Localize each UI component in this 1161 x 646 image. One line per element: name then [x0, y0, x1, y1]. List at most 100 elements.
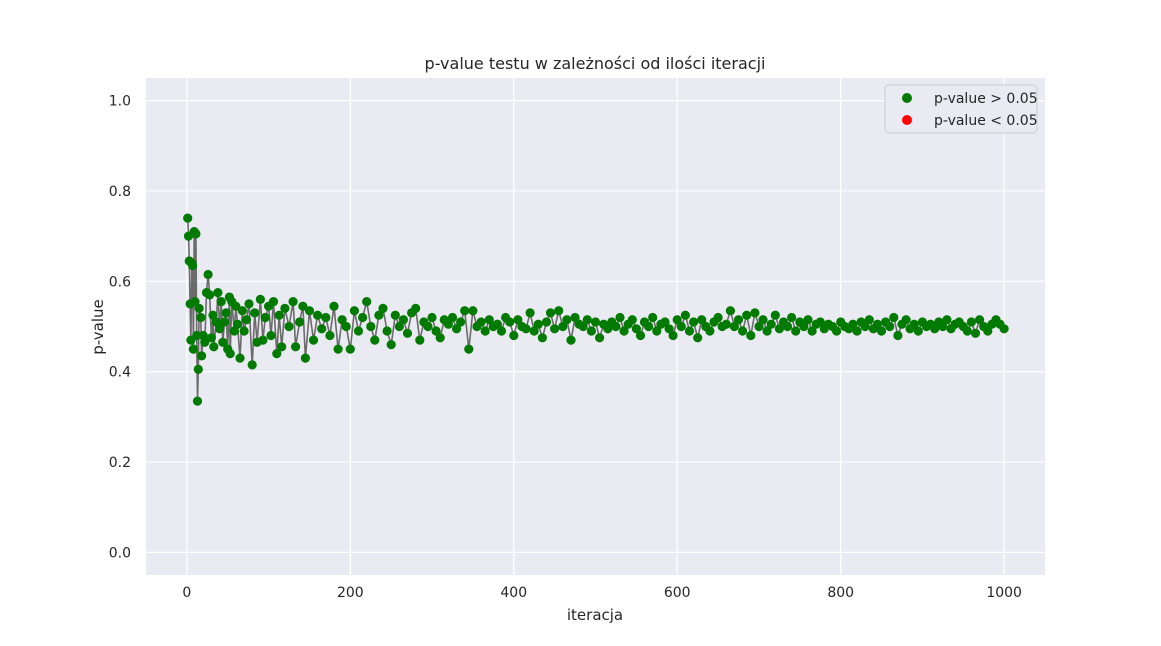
data-point [807, 326, 817, 336]
data-point [603, 324, 613, 334]
data-point [668, 330, 678, 341]
data-point [221, 308, 231, 318]
data-point [298, 301, 308, 311]
data-point [196, 312, 206, 323]
y-tick-label: 0.8 [109, 184, 131, 200]
data-point [268, 297, 279, 307]
data-point [464, 344, 474, 354]
legend-marker-above [902, 93, 912, 103]
data-point [505, 317, 515, 327]
data-point [192, 330, 202, 341]
data-point [966, 317, 977, 327]
data-point [525, 308, 535, 318]
data-point [942, 315, 952, 325]
data-point [754, 321, 764, 332]
data-point [770, 310, 780, 320]
data-point [237, 306, 247, 316]
data-point [205, 290, 215, 300]
data-point [431, 326, 441, 336]
data-point [635, 330, 646, 341]
data-point [697, 315, 707, 325]
data-point [325, 330, 335, 341]
data-point [509, 330, 519, 341]
data-point [411, 303, 421, 313]
data-point [378, 303, 388, 313]
data-point [619, 326, 629, 336]
data-point [274, 310, 284, 320]
data-point [521, 324, 531, 334]
data-point [913, 326, 923, 336]
data-point [247, 360, 257, 370]
data-point [541, 317, 552, 327]
data-point [550, 324, 560, 334]
data-point [848, 319, 858, 329]
data-point [358, 312, 368, 323]
data-point [496, 326, 507, 336]
data-point [300, 353, 310, 363]
data-point [492, 319, 502, 329]
data-point [799, 321, 809, 332]
data-point [329, 301, 339, 311]
data-point [255, 294, 265, 304]
data-point [231, 301, 241, 311]
data-point [435, 333, 445, 343]
data-point [672, 315, 682, 325]
data-point [266, 330, 276, 341]
data-point [815, 317, 825, 327]
y-tick-label: 1.0 [109, 94, 131, 110]
data-point [689, 317, 699, 327]
data-point [566, 335, 576, 345]
data-point [733, 315, 744, 325]
data-point [398, 315, 408, 325]
data-point [578, 321, 588, 332]
data-point [705, 326, 715, 336]
legend-box [884, 84, 1038, 134]
data-point [590, 317, 601, 327]
data-point [582, 315, 592, 325]
data-point [244, 299, 254, 309]
y-ticks: 0.0 0.2 0.4 0.6 0.8 1.0 [109, 94, 131, 562]
data-point [595, 333, 605, 343]
data-point [349, 306, 359, 316]
data-point [693, 333, 703, 343]
data-point [529, 326, 539, 336]
data-point [725, 306, 736, 316]
data-point [362, 297, 372, 307]
data-point [930, 324, 940, 334]
data-point [321, 312, 331, 323]
data-point [190, 297, 200, 307]
data-point [562, 315, 572, 325]
data-point [337, 315, 347, 325]
data-point [893, 330, 903, 341]
data-point [611, 321, 621, 332]
data-point [295, 317, 305, 327]
data-point [203, 269, 213, 280]
data-point [533, 319, 543, 329]
data-point [644, 321, 654, 332]
data-point [232, 319, 243, 329]
data-point [774, 324, 785, 334]
data-point [213, 288, 223, 298]
data-point [713, 312, 723, 323]
data-point [241, 315, 252, 325]
data-point [513, 315, 523, 325]
data-point [983, 326, 993, 336]
data-point [188, 260, 198, 271]
data-point [402, 328, 413, 338]
data-point [423, 321, 433, 332]
y-tick-label: 0.2 [109, 455, 131, 471]
data-point [762, 326, 772, 336]
data-point [197, 351, 207, 361]
data-point [280, 303, 290, 313]
data-point [235, 353, 245, 363]
data-point [852, 326, 862, 336]
data-point [631, 324, 642, 334]
data-point [484, 315, 494, 325]
data-point [394, 321, 404, 332]
data-point [415, 335, 425, 345]
data-point [382, 326, 392, 336]
data-point [832, 326, 842, 336]
x-tick-label: 400 [500, 585, 527, 601]
data-point [803, 315, 813, 325]
data-point [664, 324, 674, 334]
